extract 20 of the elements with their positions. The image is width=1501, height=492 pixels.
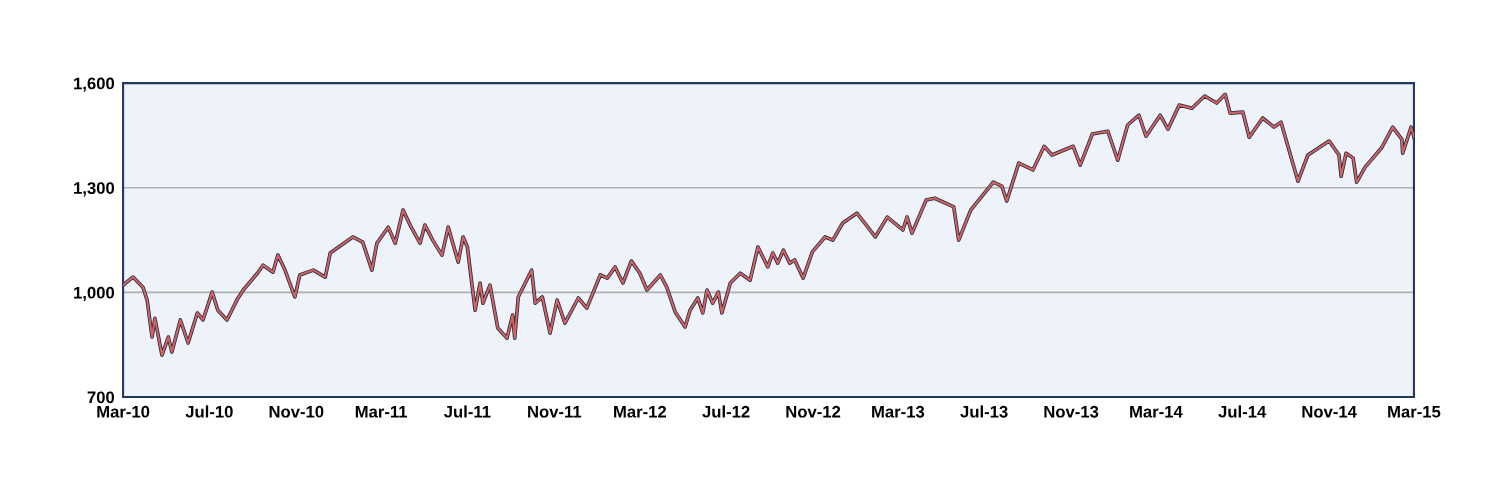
x-tick-label: Jul-14 (1218, 405, 1267, 418)
x-tick-label: Nov-12 (786, 405, 841, 418)
x-tick-label: Nov-10 (269, 405, 324, 418)
y-tick-label: 1,000 (74, 286, 115, 302)
x-tick-label: Mar-11 (355, 405, 408, 418)
x-tick-label: Jul-12 (702, 405, 750, 418)
x-tick-label: Mar-13 (872, 405, 925, 418)
x-tick-label: Nov-14 (1302, 405, 1357, 418)
x-tick-label: Nov-11 (528, 405, 582, 418)
x-tick-label: Jul-11 (443, 405, 491, 418)
x-tick-label: Jul-13 (960, 405, 1008, 418)
x-tick-label: Mar-10 (97, 405, 150, 418)
y-tick-label: 1,300 (74, 182, 115, 197)
x-tick-label: Jul-10 (185, 405, 233, 418)
x-tick-label: Mar-14 (1130, 405, 1183, 418)
x-tick-label: Mar-12 (614, 405, 667, 418)
y-tick-label: 700 (87, 391, 115, 404)
y-tick-label: 1,600 (74, 77, 115, 92)
x-tick-label: Mar-15 (1388, 405, 1441, 418)
x-tick-label: Nov-13 (1044, 405, 1099, 418)
